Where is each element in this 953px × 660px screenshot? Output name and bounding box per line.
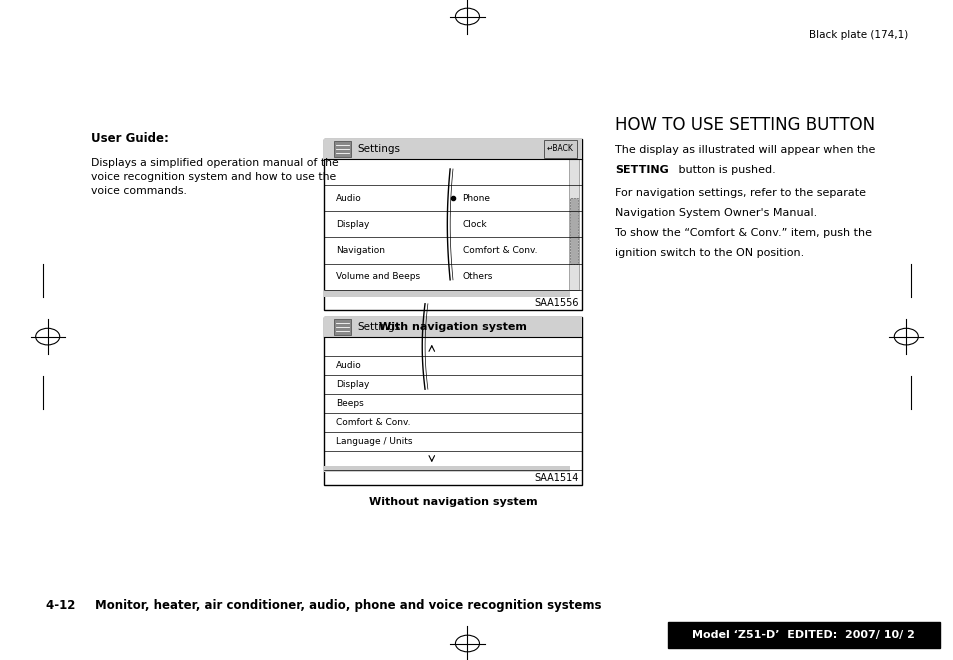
Text: Without navigation system: Without navigation system — [369, 497, 537, 507]
Bar — [667, 622, 939, 648]
Text: SETTING: SETTING — [615, 165, 668, 175]
Bar — [334, 141, 351, 157]
Text: Model ‘Z51-D’  EDITED:  2007/ 10/ 2: Model ‘Z51-D’ EDITED: 2007/ 10/ 2 — [692, 630, 914, 640]
Text: Language / Units: Language / Units — [335, 437, 412, 446]
Text: 4-12: 4-12 — [46, 599, 88, 612]
Bar — [324, 139, 581, 159]
Text: ignition switch to the ON position.: ignition switch to the ON position. — [615, 248, 803, 257]
Bar — [543, 140, 577, 158]
Text: Navigation System Owner's Manual.: Navigation System Owner's Manual. — [615, 208, 817, 218]
Text: With navigation system: With navigation system — [378, 322, 527, 332]
Bar — [324, 290, 570, 298]
Text: Others: Others — [462, 272, 493, 281]
Text: Display: Display — [335, 220, 369, 229]
Text: Settings: Settings — [357, 144, 400, 154]
Text: Navigation: Navigation — [335, 246, 384, 255]
Text: Phone: Phone — [462, 194, 490, 203]
Text: SAA1514: SAA1514 — [534, 473, 578, 483]
Text: Black plate (174,1): Black plate (174,1) — [808, 30, 907, 40]
Text: The display as illustrated will appear when the: The display as illustrated will appear w… — [615, 145, 875, 155]
Text: Audio: Audio — [335, 194, 361, 203]
Text: ↵BACK: ↵BACK — [546, 145, 573, 153]
Bar — [324, 317, 581, 337]
Text: To show the “Comfort & Conv.” item, push the: To show the “Comfort & Conv.” item, push… — [615, 228, 871, 238]
Text: Settings: Settings — [357, 322, 400, 332]
Bar — [324, 466, 570, 472]
Text: SAA1556: SAA1556 — [534, 298, 578, 308]
Text: Comfort & Conv.: Comfort & Conv. — [335, 418, 410, 427]
Bar — [324, 139, 581, 310]
Text: Display: Display — [335, 380, 369, 389]
Bar — [324, 317, 581, 485]
Text: User Guide:: User Guide: — [91, 132, 169, 145]
Bar — [568, 159, 578, 290]
Bar — [334, 319, 351, 335]
Text: Displays a simplified operation manual of the
voice recognition system and how t: Displays a simplified operation manual o… — [91, 158, 338, 197]
Text: Clock: Clock — [462, 220, 487, 229]
Bar — [569, 198, 578, 263]
Text: Beeps: Beeps — [335, 399, 363, 408]
Text: Audio: Audio — [335, 361, 361, 370]
Text: button is pushed.: button is pushed. — [675, 165, 776, 175]
Text: HOW TO USE SETTING BUTTON: HOW TO USE SETTING BUTTON — [615, 115, 875, 133]
Text: Volume and Beeps: Volume and Beeps — [335, 272, 419, 281]
Text: Monitor, heater, air conditioner, audio, phone and voice recognition systems: Monitor, heater, air conditioner, audio,… — [95, 599, 601, 612]
Text: Comfort & Conv.: Comfort & Conv. — [462, 246, 537, 255]
Text: For navigation settings, refer to the separate: For navigation settings, refer to the se… — [615, 188, 865, 198]
